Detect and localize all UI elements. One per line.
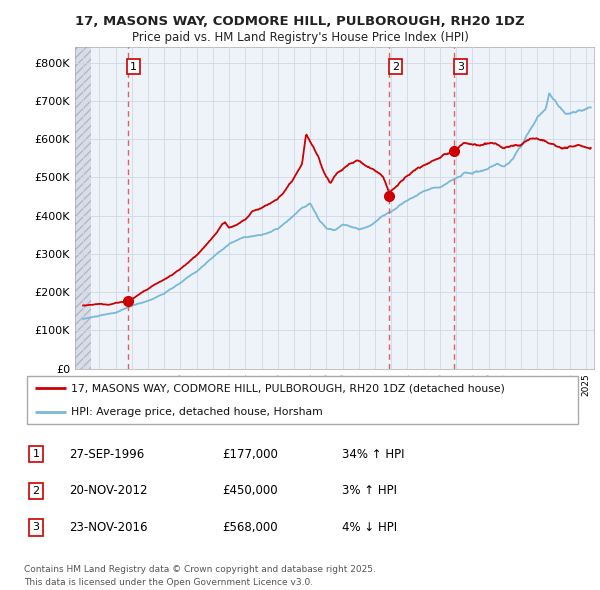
Text: £450,000: £450,000 — [222, 484, 278, 497]
Text: HPI: Average price, detached house, Horsham: HPI: Average price, detached house, Hors… — [71, 407, 323, 417]
Text: This data is licensed under the Open Government Licence v3.0.: This data is licensed under the Open Gov… — [24, 578, 313, 587]
Text: 3: 3 — [457, 62, 464, 71]
Text: 1: 1 — [32, 450, 40, 459]
Text: £177,000: £177,000 — [222, 448, 278, 461]
Text: 3% ↑ HPI: 3% ↑ HPI — [342, 484, 397, 497]
Bar — [75, 47, 91, 369]
Text: 27-SEP-1996: 27-SEP-1996 — [69, 448, 144, 461]
Text: 4% ↓ HPI: 4% ↓ HPI — [342, 521, 397, 534]
Text: Contains HM Land Registry data © Crown copyright and database right 2025.: Contains HM Land Registry data © Crown c… — [24, 565, 376, 574]
FancyBboxPatch shape — [27, 376, 578, 424]
Text: 3: 3 — [32, 523, 40, 532]
Text: 2: 2 — [392, 62, 399, 71]
Text: 17, MASONS WAY, CODMORE HILL, PULBOROUGH, RH20 1DZ (detached house): 17, MASONS WAY, CODMORE HILL, PULBOROUGH… — [71, 383, 505, 393]
Text: 1: 1 — [130, 62, 137, 71]
Text: Price paid vs. HM Land Registry's House Price Index (HPI): Price paid vs. HM Land Registry's House … — [131, 31, 469, 44]
Text: 17, MASONS WAY, CODMORE HILL, PULBOROUGH, RH20 1DZ: 17, MASONS WAY, CODMORE HILL, PULBOROUGH… — [75, 15, 525, 28]
Text: 34% ↑ HPI: 34% ↑ HPI — [342, 448, 404, 461]
Text: 23-NOV-2016: 23-NOV-2016 — [69, 521, 148, 534]
Text: £568,000: £568,000 — [222, 521, 278, 534]
Text: 20-NOV-2012: 20-NOV-2012 — [69, 484, 148, 497]
Text: 2: 2 — [32, 486, 40, 496]
